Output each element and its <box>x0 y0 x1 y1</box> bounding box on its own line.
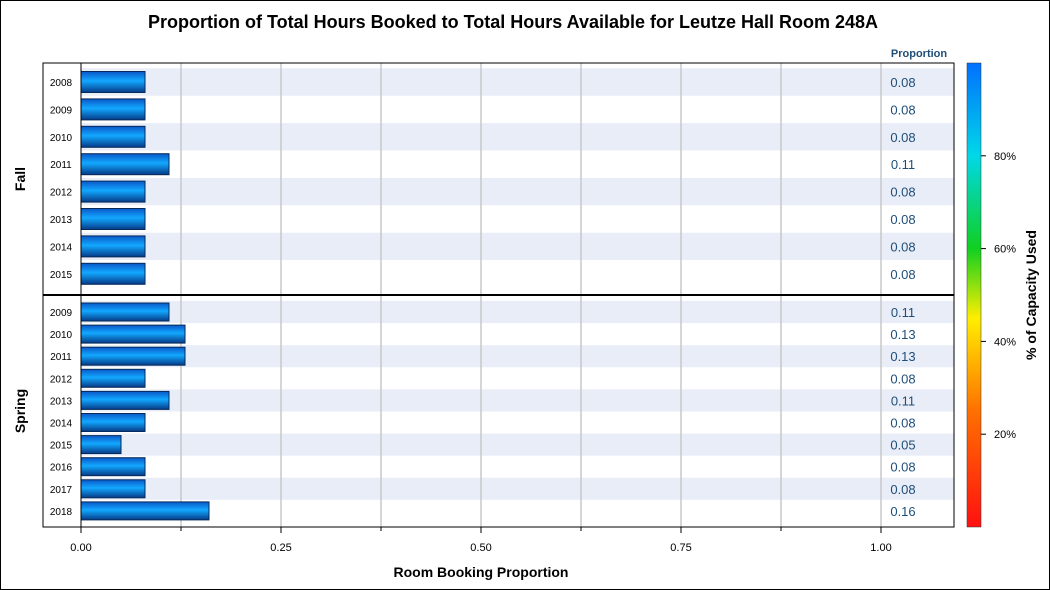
bar <box>80 98 146 121</box>
x-tick-label: 0.75 <box>670 542 691 554</box>
category-label: 2014 <box>50 242 73 253</box>
category-label: 2009 <box>50 308 73 319</box>
value-label: 0.08 <box>890 460 915 475</box>
bar <box>80 208 146 230</box>
row-band <box>81 68 954 96</box>
bar <box>80 125 146 148</box>
panel-label: Spring <box>12 389 28 433</box>
row-band <box>81 123 954 151</box>
bar <box>80 235 146 258</box>
bar <box>80 457 146 477</box>
category-label: 2011 <box>50 352 72 363</box>
category-label: 2010 <box>50 133 73 144</box>
category-label: 2011 <box>50 160 72 171</box>
value-label: 0.13 <box>890 327 915 342</box>
category-label: 2015 <box>50 270 73 281</box>
bar <box>80 390 170 410</box>
value-label: 0.11 <box>891 305 915 320</box>
category-label: 2012 <box>50 188 73 199</box>
category-label: 2012 <box>50 374 73 385</box>
value-label: 0.08 <box>890 482 915 497</box>
bar <box>80 501 210 521</box>
bar <box>80 324 186 344</box>
colorbar-gradient <box>966 62 982 528</box>
row-band <box>81 433 954 456</box>
value-label: 0.08 <box>890 239 915 254</box>
row-band <box>81 232 954 261</box>
colorbar-label: % of Capacity Used <box>1023 230 1039 360</box>
colorbar-tick-label: 80% <box>994 151 1016 163</box>
value-label: 0.08 <box>890 416 915 431</box>
chart-title: Proportion of Total Hours Booked to Tota… <box>148 12 878 32</box>
x-axis-label: Room Booking Proportion <box>394 564 569 580</box>
category-label: 2009 <box>50 105 73 116</box>
category-label: 2013 <box>50 396 73 407</box>
bar <box>80 302 170 322</box>
panel-fall: 2008 0.08 2009 0.08 2010 0.08 2011 0.11 2012 0.08… <box>12 62 955 296</box>
value-label: 0.08 <box>890 102 915 117</box>
bar <box>80 346 186 366</box>
value-label: 0.08 <box>890 130 915 145</box>
category-label: 2018 <box>50 507 73 518</box>
bar <box>80 435 122 455</box>
value-label: 0.08 <box>890 371 915 386</box>
bar <box>80 368 146 388</box>
panel-spring: 2009 0.11 2010 0.13 2011 0.13 2012 0.08 2013 0.11… <box>12 294 955 528</box>
value-label: 0.11 <box>891 393 915 408</box>
row-band <box>81 477 954 500</box>
x-tick-label: 0.25 <box>270 542 291 554</box>
bar <box>80 71 146 93</box>
colorbar-legend: 20% 40% 60% 80% <box>966 62 1016 528</box>
row-band <box>81 389 954 412</box>
plot-panels: 2008 0.08 2009 0.08 2010 0.08 2011 0.11 2012 0.08… <box>12 62 955 528</box>
category-label: 2016 <box>50 463 73 474</box>
x-tick-label: 1.00 <box>870 542 891 554</box>
value-label: 0.05 <box>890 438 915 453</box>
bar <box>80 180 146 203</box>
bar <box>80 479 146 499</box>
x-tick-label: 0.50 <box>470 542 491 554</box>
x-tick-label: 0.00 <box>70 542 91 554</box>
value-label: 0.08 <box>890 185 915 200</box>
value-label: 0.08 <box>890 212 915 227</box>
category-label: 2010 <box>50 330 73 341</box>
value-label: 0.08 <box>890 75 915 90</box>
value-label: 0.08 <box>890 267 915 282</box>
category-label: 2017 <box>50 485 73 496</box>
colorbar-tick-label: 20% <box>994 429 1016 441</box>
row-band <box>81 345 954 368</box>
category-label: 2015 <box>50 441 73 452</box>
x-axis: 0.00 0.25 0.50 0.75 1.00 <box>70 527 892 554</box>
value-column-header: Proportion <box>891 48 947 60</box>
category-label: 2008 <box>50 78 73 89</box>
row-band <box>81 300 954 324</box>
bar <box>80 153 170 176</box>
category-label: 2014 <box>50 419 73 430</box>
value-label: 0.16 <box>890 504 915 519</box>
panel-label: Fall <box>12 167 28 191</box>
category-label: 2013 <box>50 215 73 226</box>
bar <box>80 262 146 285</box>
colorbar-tick-label: 60% <box>994 244 1016 256</box>
value-label: 0.13 <box>890 349 915 364</box>
bar <box>80 413 146 432</box>
row-band <box>81 177 954 206</box>
colorbar-tick-label: 40% <box>994 336 1016 348</box>
value-label: 0.11 <box>891 157 915 172</box>
